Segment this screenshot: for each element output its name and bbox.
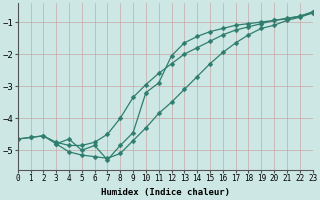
- X-axis label: Humidex (Indice chaleur): Humidex (Indice chaleur): [101, 188, 230, 197]
